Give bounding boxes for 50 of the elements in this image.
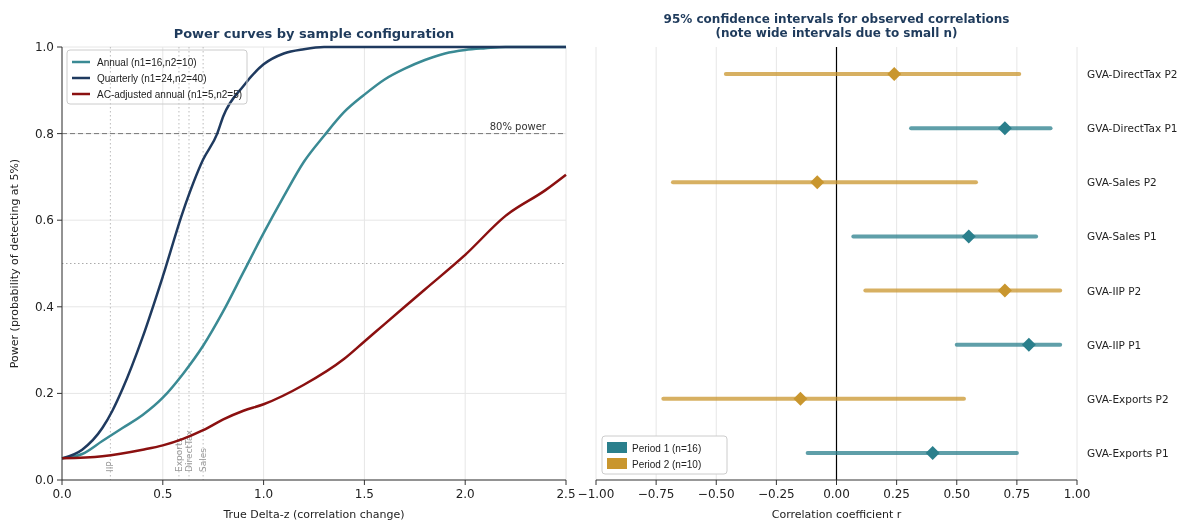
- y-tick-label: 0.6: [34, 213, 54, 228]
- point: [997, 121, 1012, 136]
- x-tick-label: 0.0: [52, 487, 72, 501]
- ref-line-label: DirectTax: [184, 429, 195, 472]
- x-tick-label: 0.75: [1003, 487, 1031, 501]
- point: [810, 175, 825, 190]
- x-tick-label: −0.75: [637, 487, 675, 501]
- point: [887, 67, 902, 82]
- y-tick-label: GVA-Exports P1: [1087, 446, 1169, 459]
- y-tick-label: 0.0: [34, 473, 54, 487]
- point: [961, 229, 976, 244]
- x-tick-label: 2.0: [455, 487, 475, 501]
- x-axis-title: Correlation coefficient r: [771, 508, 902, 521]
- x-tick-label: 0.25: [883, 487, 910, 501]
- point: [925, 445, 940, 460]
- y-tick-label: 0.8: [34, 126, 54, 141]
- ref-line-label: 80% power: [489, 120, 547, 132]
- y-axis-title: Power (probability of detecting at 5%): [8, 158, 21, 369]
- legend-label: Annual (n1=16,n2=10): [97, 57, 197, 68]
- legend-label: Period 2 (n=10): [632, 459, 702, 470]
- point: [997, 283, 1012, 298]
- ref-line-label: IIP: [105, 460, 116, 472]
- x-tick-label: 1.0: [254, 487, 274, 501]
- x-tick-label: −0.50: [697, 487, 735, 501]
- x-tick-label: −0.25: [757, 487, 795, 501]
- point: [793, 391, 808, 406]
- y-tick-label: GVA-IIP P2: [1087, 284, 1142, 297]
- legend-label: Quarterly (n1=24,n2=40): [97, 73, 207, 84]
- y-tick-label: GVA-Exports P2: [1087, 392, 1169, 405]
- x-tick-label: 0.5: [153, 487, 173, 501]
- ref-line-label: Sales: [198, 447, 209, 472]
- x-tick-label: 1.5: [354, 487, 374, 501]
- y-tick-label: GVA-DirectTax P2: [1087, 68, 1178, 81]
- x-tick-label: 1.00: [1063, 487, 1091, 501]
- point: [1021, 337, 1036, 352]
- x-tick-label: 0.50: [943, 487, 971, 501]
- legend-label: Period 1 (n=16): [632, 443, 702, 454]
- y-tick-label: GVA-IIP P1: [1087, 338, 1142, 351]
- y-tick-label: 0.2: [34, 386, 54, 401]
- y-tick-label: GVA-Sales P2: [1087, 176, 1157, 189]
- y-tick-label: GVA-Sales P1: [1087, 230, 1157, 243]
- y-tick-label: 0.4: [34, 299, 54, 314]
- x-tick-label: −1.00: [577, 487, 615, 501]
- chart-title: 95% confidence intervals for observed correlations (note wide intervals due to small n): [663, 12, 1010, 40]
- x-tick-label: 2.5: [556, 487, 576, 501]
- x-tick-label: 0.00: [823, 487, 850, 501]
- y-tick-label: 1.0: [34, 40, 54, 54]
- y-tick-label: GVA-DirectTax P1: [1087, 122, 1178, 135]
- x-axis-title: True Delta-z (correlation change): [222, 508, 405, 521]
- chart-title: Power curves by sample configuration: [173, 26, 455, 41]
